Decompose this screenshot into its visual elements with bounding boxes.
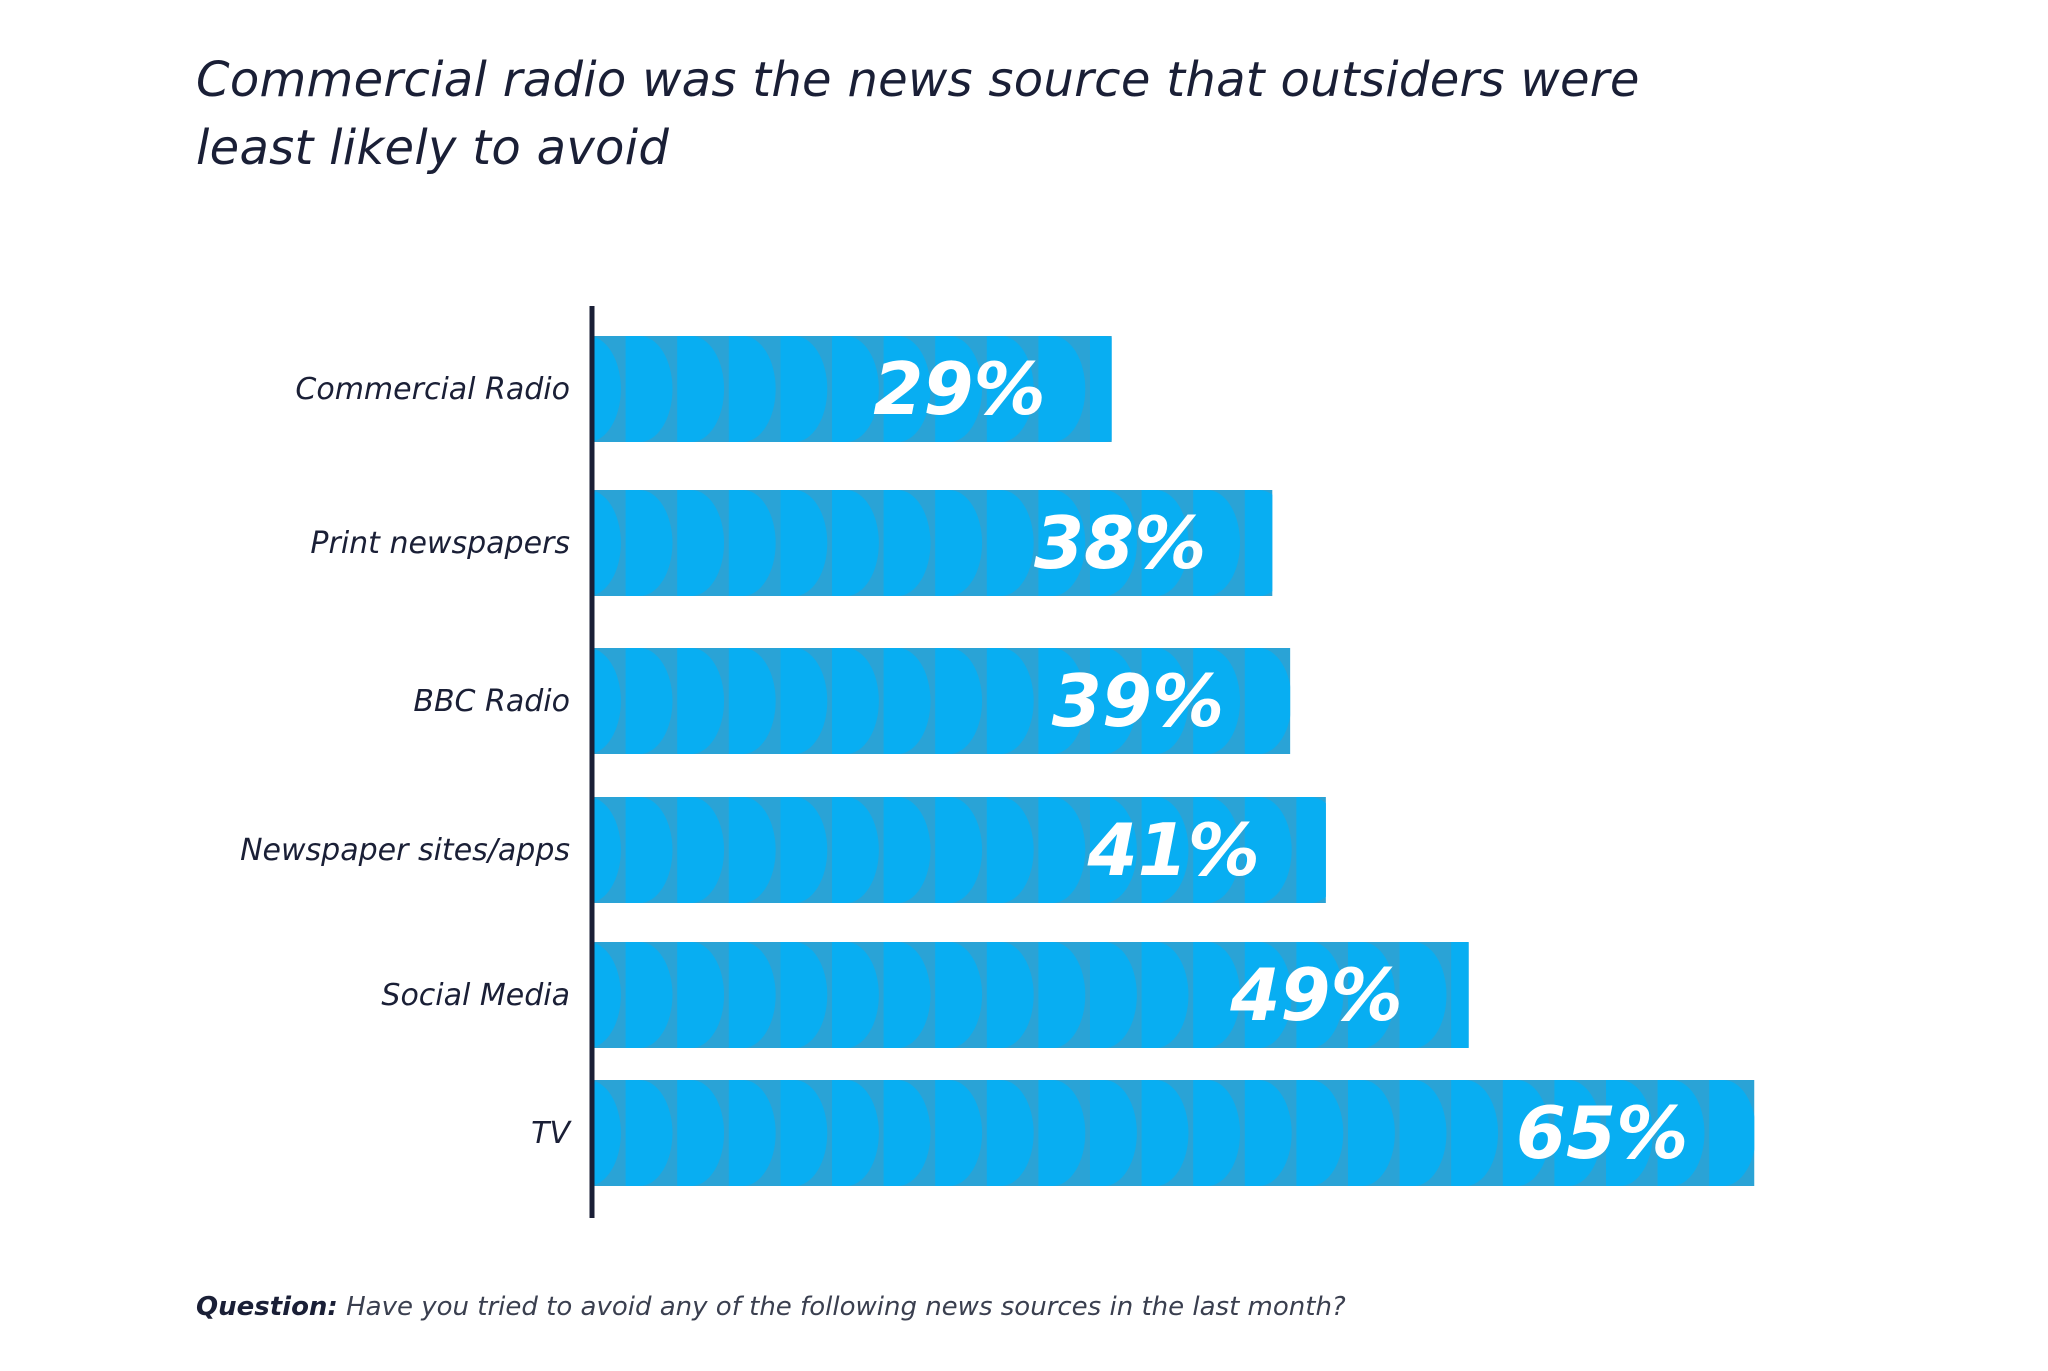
bar-group bbox=[594, 797, 1326, 903]
bar-arc-decoration bbox=[594, 490, 1273, 596]
question-footnote: Question: Have you tried to avoid any of… bbox=[196, 1292, 1346, 1322]
bar-arc-decoration bbox=[594, 942, 1469, 1048]
category-label: Commercial Radio bbox=[295, 372, 570, 407]
value-label: 38% bbox=[1034, 501, 1206, 585]
bar-group bbox=[594, 490, 1273, 596]
bar-group bbox=[594, 942, 1469, 1048]
question-text: Have you tried to avoid any of the follo… bbox=[346, 1292, 1346, 1322]
bar-arc-decoration bbox=[594, 336, 1112, 442]
bar-group bbox=[594, 336, 1112, 442]
value-labels-layer: 29% 38% 39% 41% 49% 65% bbox=[873, 347, 1688, 1175]
bar-arc-decoration bbox=[594, 648, 1291, 754]
category-label: BBC Radio bbox=[413, 684, 570, 719]
category-label: TV bbox=[531, 1116, 572, 1151]
value-label: 29% bbox=[873, 347, 1045, 431]
bars-layer bbox=[594, 336, 1755, 1186]
value-label: 39% bbox=[1052, 659, 1224, 743]
value-label: 41% bbox=[1087, 808, 1260, 892]
bar-arc-decoration bbox=[594, 797, 1326, 903]
bar-arc-decoration bbox=[594, 1080, 1755, 1186]
category-label: Newspaper sites/apps bbox=[240, 833, 570, 868]
question-label: Question: bbox=[196, 1292, 338, 1322]
category-labels-layer: Commercial Radio Print newspapers BBC Radi… bbox=[240, 372, 572, 1151]
category-label: Print newspapers bbox=[310, 526, 570, 561]
bar-group bbox=[594, 648, 1291, 754]
chart-title: Commercial radio was the news source tha… bbox=[196, 52, 1640, 176]
value-label: 65% bbox=[1516, 1091, 1688, 1175]
category-label: Social Media bbox=[381, 978, 570, 1013]
value-label: 49% bbox=[1229, 953, 1402, 1037]
bar-group bbox=[594, 1080, 1755, 1186]
